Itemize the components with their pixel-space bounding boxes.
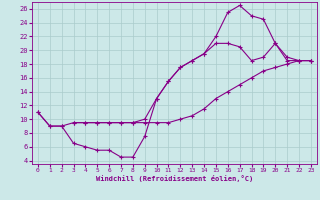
X-axis label: Windchill (Refroidissement éolien,°C): Windchill (Refroidissement éolien,°C) <box>96 175 253 182</box>
